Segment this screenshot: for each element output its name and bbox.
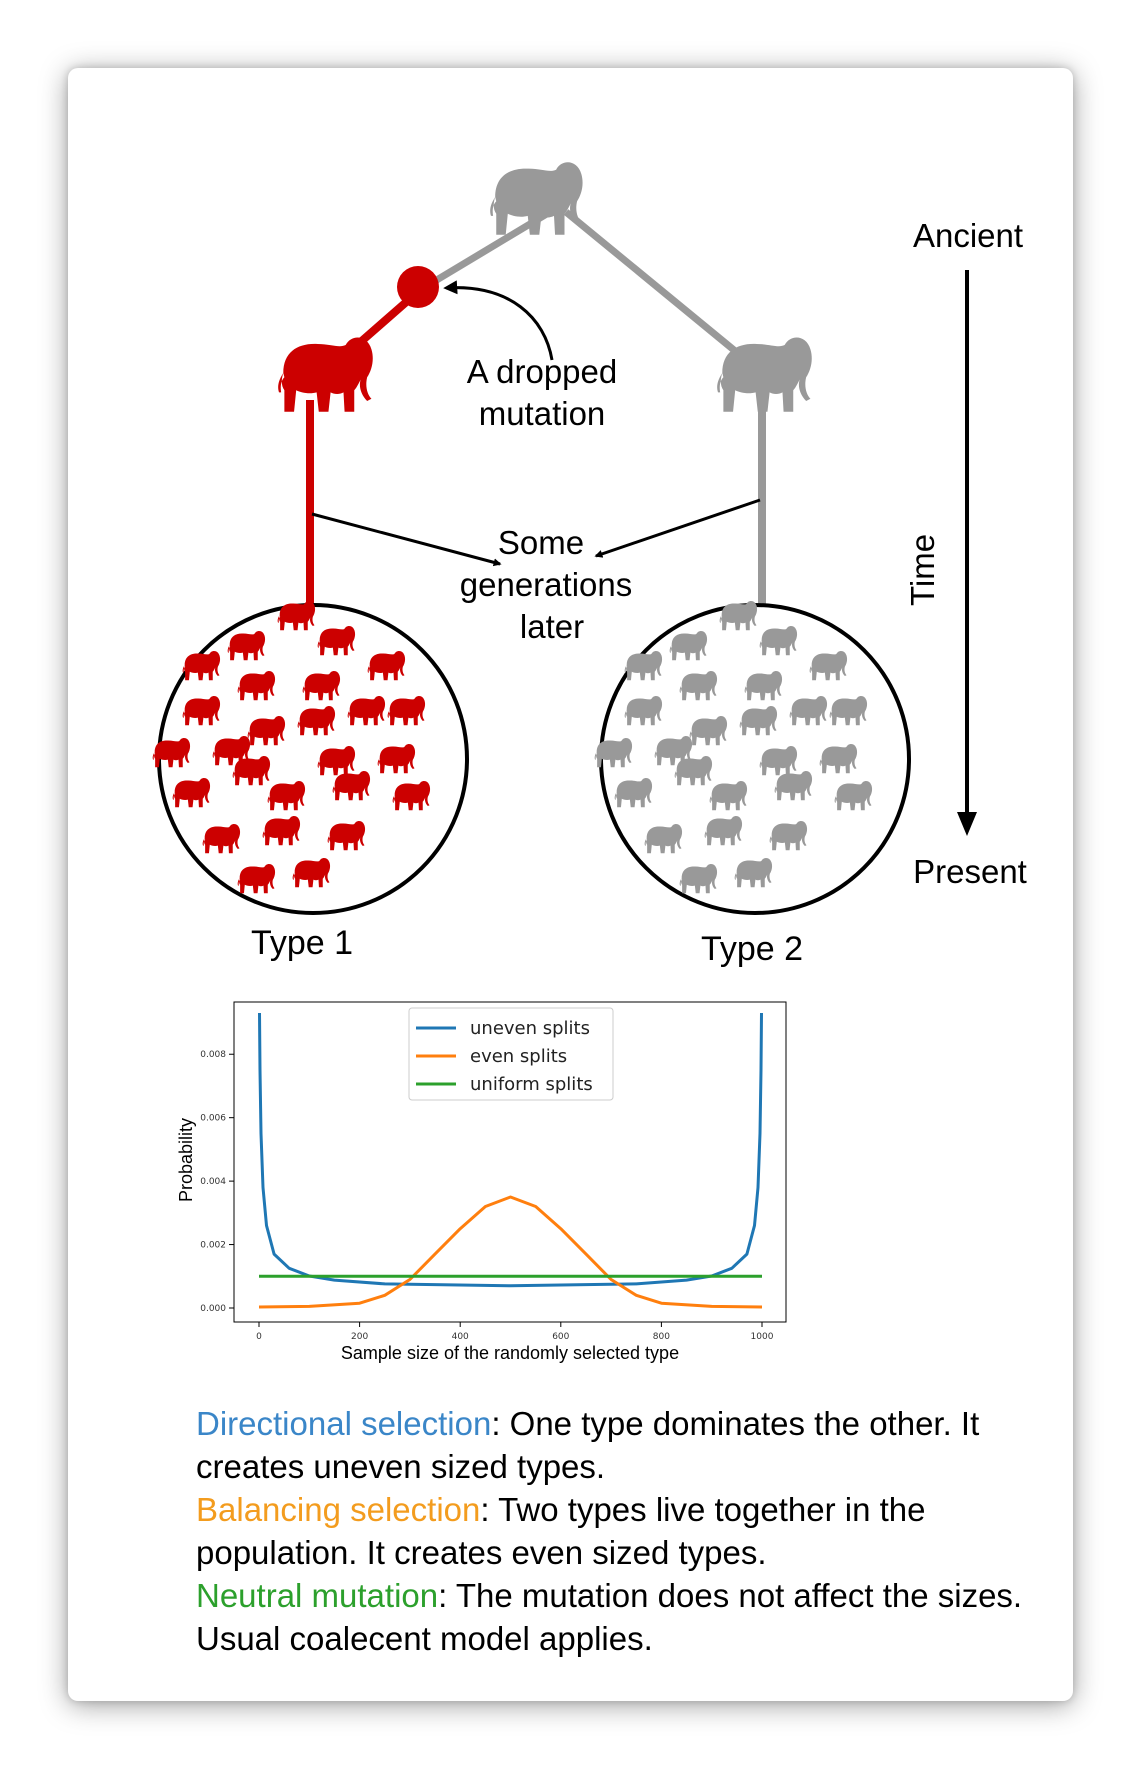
caption-neutral: Neutral mutation: The mutation does not …: [196, 1574, 1056, 1660]
type1-label: Type 1: [251, 924, 353, 962]
series-line-uneven-splits: [258, 1012, 763, 1288]
x-tick-label: 600: [552, 1332, 569, 1342]
chart-series-group: [258, 1012, 763, 1309]
x-tick-label: 0: [256, 1332, 262, 1342]
generations-arrow-left: [311, 512, 502, 567]
caption-balancing: Balancing selection: Two types live toge…: [196, 1488, 1056, 1574]
y-tick-label: 0.002: [200, 1241, 226, 1251]
legend-label-uniform-splits: uniform splits: [470, 1074, 593, 1095]
caption-neutral-text: : The mutation does not affect the sizes…: [196, 1577, 1023, 1657]
dropped-mutation-label-line2: mutation: [479, 395, 606, 432]
caption-neutral-term: Neutral mutation: [196, 1577, 439, 1614]
caption-balancing-text: : Two types live together in the populat…: [196, 1491, 926, 1571]
ancestor-right-branch: [563, 209, 743, 358]
legend-label-even-splits: even splits: [470, 1046, 567, 1067]
y-tick-label: 0.006: [200, 1114, 226, 1124]
legend-label-uneven-splits: uneven splits: [470, 1018, 590, 1039]
y-tick-label: 0.000: [200, 1304, 226, 1314]
chart-ylabel: Probability: [176, 1118, 196, 1202]
x-tick-label: 800: [653, 1332, 670, 1342]
mutation-dot: [397, 266, 439, 308]
caption-balancing-term: Balancing selection: [196, 1491, 481, 1528]
mutation-arrow: [443, 280, 554, 361]
ancestor-left-branch: [418, 208, 552, 294]
generations-label-line1: Some: [498, 524, 584, 561]
time-axis-top-label: Ancient: [913, 217, 1023, 254]
dropped-mutation-label-line1: A dropped: [467, 353, 617, 390]
caption-directional-text: : One type dominates the other. It creat…: [196, 1405, 980, 1485]
generations-label-line3: later: [520, 608, 584, 645]
caption: Directional selection: One type dominate…: [196, 1402, 1056, 1660]
time-axis-label: Time: [904, 534, 941, 606]
y-tick-label: 0.004: [200, 1177, 226, 1187]
type2-label: Type 2: [701, 930, 803, 968]
time-axis-arrowhead-icon: [957, 812, 977, 836]
caption-directional-term: Directional selection: [196, 1405, 492, 1442]
time-axis-bottom-label: Present: [913, 853, 1027, 890]
x-tick-label: 200: [351, 1332, 368, 1342]
x-tick-label: 400: [452, 1332, 469, 1342]
generations-arrow-right: [594, 498, 761, 558]
caption-directional: Directional selection: One type dominate…: [196, 1402, 1056, 1488]
chart-legend-box: [408, 1007, 614, 1101]
x-tick-label: 1000: [751, 1332, 774, 1342]
chart-legend: uneven splits even splits uniform splits: [408, 1007, 614, 1101]
series-line-even-splits: [258, 1195, 763, 1309]
y-tick-label: 0.008: [200, 1050, 226, 1060]
generations-label-line2: generations: [460, 566, 632, 603]
chart-xlabel: Sample size of the randomly selected typ…: [341, 1343, 679, 1363]
